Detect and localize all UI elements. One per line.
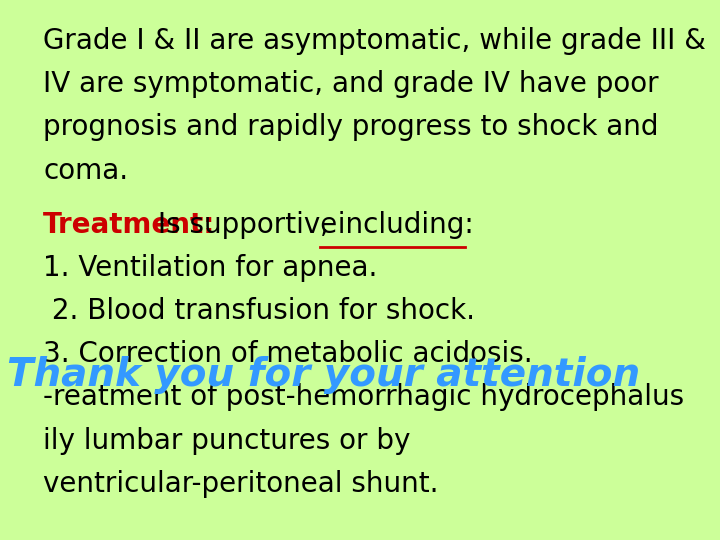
Text: 3. Correction of metabolic acidosis.: 3. Correction of metabolic acidosis. xyxy=(43,340,533,368)
Text: IV are symptomatic, and grade IV have poor: IV are symptomatic, and grade IV have po… xyxy=(43,70,659,98)
Text: Grade I & II are asymptomatic, while grade III &: Grade I & II are asymptomatic, while gra… xyxy=(43,27,706,55)
Text: ily lumbar punctures or by: ily lumbar punctures or by xyxy=(43,427,410,455)
Text: -reatment of post-hemorrhagic hydrocephalus: -reatment of post-hemorrhagic hydrocepha… xyxy=(43,383,685,411)
Text: 1. Ventilation for apnea.: 1. Ventilation for apnea. xyxy=(43,254,378,282)
Text: , including:: , including: xyxy=(320,211,482,239)
Text: prognosis and rapidly progress to shock and: prognosis and rapidly progress to shock … xyxy=(43,113,659,141)
Text: Thank you for your attention: Thank you for your attention xyxy=(7,356,640,394)
Text: Is supportive: Is supportive xyxy=(149,211,338,239)
Text: ventricular-peritoneal shunt.: ventricular-peritoneal shunt. xyxy=(43,470,438,498)
Text: coma.: coma. xyxy=(43,157,128,185)
Text: Treatment:: Treatment: xyxy=(43,211,216,239)
Text: 2. Blood transfusion for shock.: 2. Blood transfusion for shock. xyxy=(43,297,475,325)
